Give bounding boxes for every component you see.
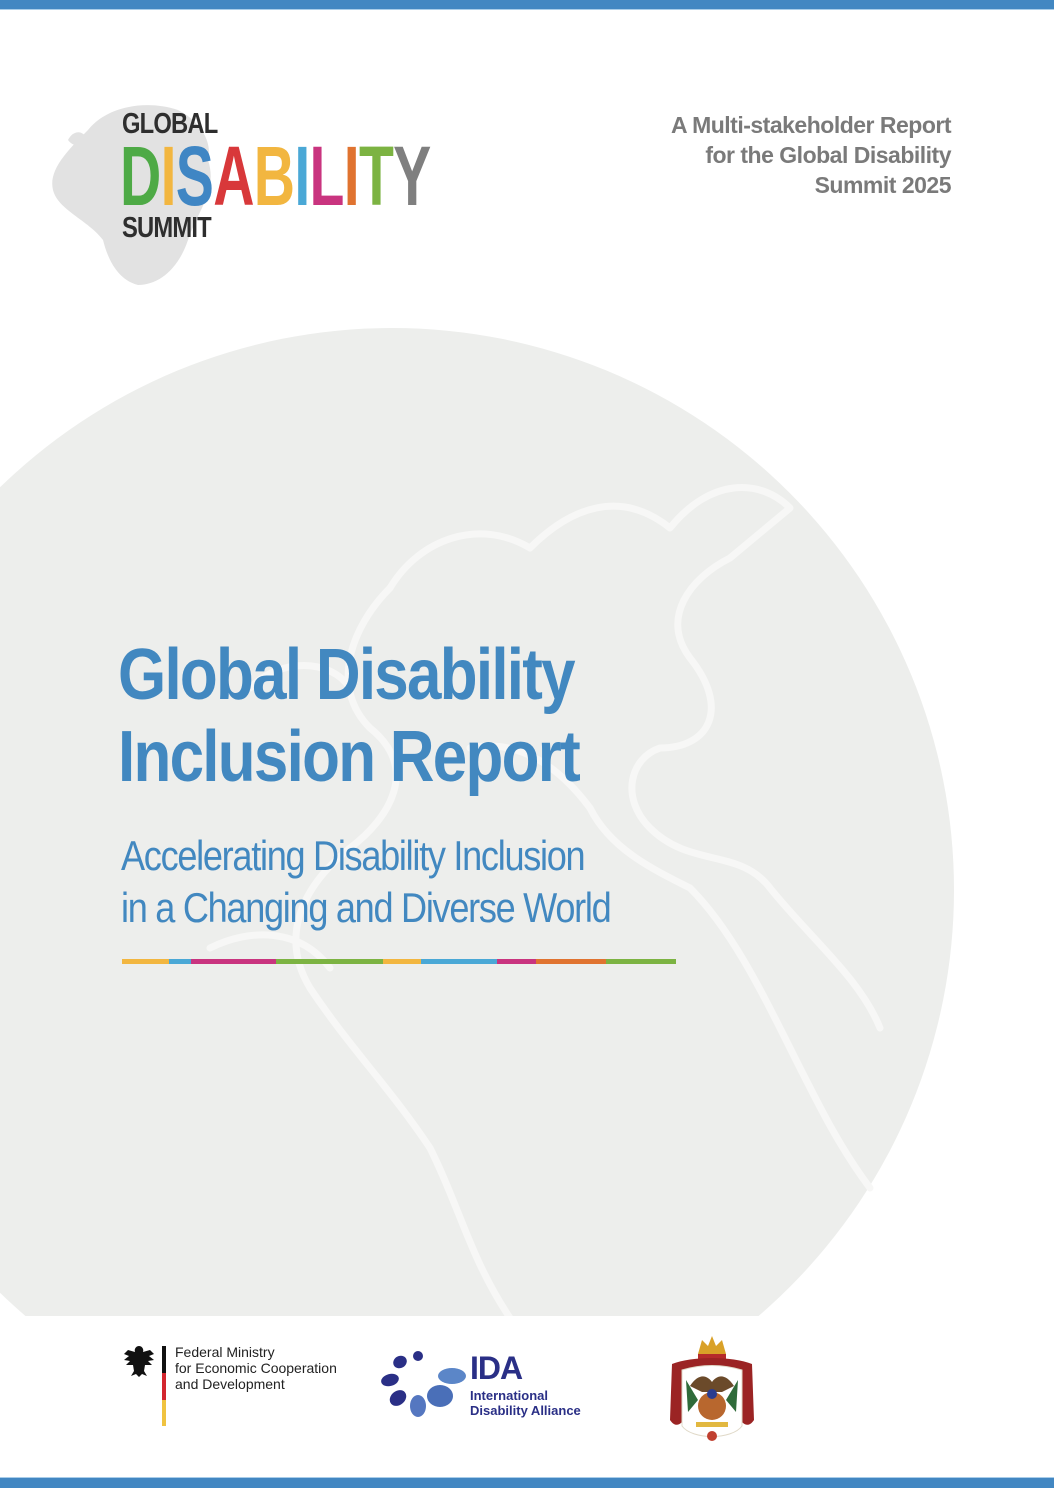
page-title: Global Disability Inclusion Report (118, 634, 581, 798)
tagline-line: for the Global Disability (705, 142, 951, 168)
logo-letter: I (294, 129, 310, 223)
top-accent-bar (0, 0, 1054, 10)
logo-letter: B (253, 129, 295, 223)
ida-line: Disability Alliance (470, 1403, 581, 1418)
logo-letter: S (175, 129, 214, 223)
globe-circle (0, 328, 954, 1316)
page-subtitle: Accelerating Disability Inclusion in a C… (121, 830, 612, 934)
partner-logos: Federal Ministry for Economic Cooperatio… (0, 1330, 1054, 1450)
report-tagline: A Multi-stakeholder Report for the Globa… (670, 110, 952, 200)
bmz-line: for Economic Cooperation (175, 1360, 337, 1376)
tagline-line: Summit 2025 (814, 172, 952, 198)
bottom-accent-bar (0, 1477, 1054, 1488)
logo-letter: I (160, 129, 177, 223)
coat-of-arms-icon (670, 1336, 754, 1441)
federal-eagle-icon (124, 1346, 154, 1377)
logo-letter: I (343, 129, 360, 223)
german-flag-stripe (162, 1346, 166, 1426)
bmz-line: and Development (175, 1376, 285, 1392)
bmz-line: Federal Ministry (175, 1344, 275, 1360)
logo-letter: L (309, 129, 345, 223)
ida-line: International (470, 1388, 549, 1403)
divider-segment (536, 959, 606, 964)
global-disability-summit-logo: GLOBAL DISABILITY SUMMIT (48, 100, 448, 290)
divider-segment (421, 959, 497, 964)
logo-letter: Y (393, 129, 431, 223)
globe-background (0, 328, 954, 1316)
divider-segment (276, 959, 383, 964)
ida-logo: IDA International Disability Alliance (378, 1348, 608, 1428)
subtitle-line: Accelerating Disability Inclusion (121, 832, 586, 879)
divider-segment (497, 959, 536, 964)
multicolor-divider (122, 959, 676, 964)
logo-global-text: GLOBAL (122, 108, 218, 140)
logo-letter: A (213, 129, 254, 223)
subtitle-line: in a Changing and Diverse World (121, 884, 612, 931)
title-line: Global Disability (118, 635, 576, 715)
bmz-text: Federal Ministry for Economic Cooperatio… (175, 1344, 337, 1392)
bmz-logo: Federal Ministry for Economic Cooperatio… (120, 1342, 360, 1432)
logo-letter: T (358, 129, 394, 223)
world-map-icon (52, 105, 211, 286)
ida-name: International Disability Alliance (470, 1388, 581, 1418)
ida-acronym: IDA (470, 1350, 523, 1386)
divider-segment (169, 959, 191, 964)
jordan-coat-of-arms-logo (662, 1330, 762, 1450)
divider-segment (606, 959, 676, 964)
tagline-line: A Multi-stakeholder Report (670, 112, 952, 138)
divider-segment (122, 959, 169, 964)
logo-summit-text: SUMMIT (122, 212, 212, 244)
divider-segment (383, 959, 421, 964)
logo-letter: D (120, 129, 161, 223)
divider-segment (191, 959, 276, 964)
world-map-outline-icon (206, 484, 884, 1316)
ida-dots-icon (381, 1351, 466, 1417)
title-line: Inclusion Report (118, 717, 581, 797)
logo-disability-text: DISABILITY (120, 134, 431, 218)
